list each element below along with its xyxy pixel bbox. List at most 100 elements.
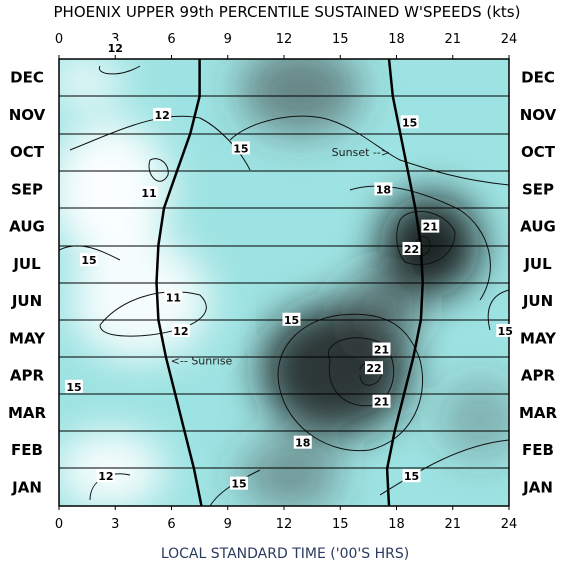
month-label-left-nov: NOV — [9, 106, 46, 124]
month-label-right-may: MAY — [520, 329, 557, 347]
contour-label-value: 21 — [374, 344, 389, 357]
x-tick-bottom-2: 6 — [167, 517, 175, 532]
month-label-right-sep: SEP — [522, 180, 554, 198]
contour-label-bg — [65, 379, 83, 393]
contour-label-bg — [374, 182, 393, 196]
contour-label-10: 15 — [282, 312, 301, 327]
x-tick-top-4: 12 — [276, 32, 293, 47]
month-label-left-jan: JAN — [11, 478, 42, 496]
contour-label-bg — [372, 342, 391, 356]
contour-label-bg — [372, 394, 391, 408]
contour-label-value: 11 — [166, 291, 181, 304]
contour-label-bg — [230, 476, 248, 490]
x-tick-top-6: 18 — [388, 32, 405, 47]
contour-label-bg — [402, 241, 421, 255]
contour-label-0: 12 — [106, 40, 125, 55]
month-label-left-aug: AUG — [9, 218, 45, 236]
contour-label-bg — [96, 469, 115, 483]
contour-label-20: 15 — [402, 469, 421, 483]
contour-label-value: 15 — [66, 381, 81, 394]
x-tick-top-7: 21 — [444, 32, 461, 47]
contour-label-15: 15 — [65, 379, 83, 394]
x-tick-bottom-0: 0 — [55, 517, 63, 532]
contour-label-value: 18 — [376, 183, 391, 196]
contour-label-14: 22 — [365, 361, 383, 375]
contour-label-bg — [153, 107, 172, 121]
contour-label-bg — [496, 323, 515, 337]
annotation-0: Sunset --> — [332, 146, 390, 159]
contour-label-bg — [421, 219, 440, 233]
sunrise-line — [155, 59, 203, 506]
x-tick-top-3: 9 — [224, 32, 232, 47]
contour-label-2: 15 — [231, 141, 250, 155]
contour-label-value: 15 — [284, 314, 299, 327]
x-tick-bottom-7: 21 — [444, 517, 461, 532]
contour-label-value: 12 — [154, 109, 169, 122]
contour-label-19: 15 — [230, 476, 248, 491]
contour-label-value: 15 — [81, 254, 96, 267]
x-ticks-bottom: 0 3 6 9 12 15 18 21 24 — [55, 506, 517, 532]
month-label-left-jul: JUL — [12, 255, 41, 273]
x-tick-bottom-3: 9 — [224, 517, 232, 532]
annotations: Sunset --> <-- Sunrise — [171, 146, 390, 368]
plot-area — [59, 59, 509, 506]
contour-label-value: 22 — [366, 362, 381, 375]
month-label-left-jun: JUN — [11, 292, 42, 310]
contour-label-16: 21 — [372, 394, 391, 409]
month-label-right-dec: DEC — [521, 69, 555, 87]
month-label-right-oct: OCT — [521, 143, 556, 161]
month-label-left-oct: OCT — [10, 143, 45, 161]
contour-label-value: 15 — [402, 116, 417, 129]
contour-label-bg — [140, 186, 158, 200]
contour-label-11: 12 — [171, 323, 190, 338]
month-label-right-aug: AUG — [520, 218, 556, 236]
month-label-right-jan: JAN — [522, 478, 553, 496]
month-label-left-feb: FEB — [11, 441, 43, 459]
contour-label-value: 12 — [108, 42, 123, 55]
contour-label-bg — [106, 40, 125, 54]
contour-label-12: 15 — [496, 323, 515, 338]
sunset-line — [385, 59, 424, 506]
month-labels-right: DEC NOV OCT SEP AUG JUL JUN MAY APR MAR FEB JAN — [519, 69, 558, 497]
month-label-left-apr: APR — [10, 367, 45, 385]
month-label-right-jul: JUL — [523, 255, 552, 273]
contour-label-value: 22 — [404, 243, 419, 256]
contour-label-1: 12 — [153, 107, 172, 122]
month-label-right-jun: JUN — [522, 292, 553, 310]
chart-title: PHOENIX UPPER 99th PERCENTILE SUSTAINED … — [54, 3, 521, 21]
contour-labels: 12 12 15 15 11 18 21 22 15 11 15 12 15 21 22 15 21 18 12 15… — [65, 40, 515, 491]
month-label-left-mar: MAR — [8, 404, 47, 422]
x-ticks-top: 0 3 6 9 12 15 18 21 24 — [55, 32, 517, 59]
contour-label-value: 11 — [141, 187, 156, 200]
x-tick-bottom-6: 18 — [388, 517, 405, 532]
month-label-right-nov: NOV — [520, 106, 557, 124]
month-label-right-feb: FEB — [522, 441, 554, 459]
x-tick-top-0: 0 — [55, 32, 63, 47]
x-tick-bottom-1: 3 — [111, 517, 119, 532]
contour-label-bg — [282, 312, 301, 326]
contour-label-7: 22 — [402, 241, 421, 256]
contour-label-bg — [164, 290, 183, 304]
x-axis-label: LOCAL STANDARD TIME ('00'S HRS) — [161, 546, 409, 562]
month-label-right-apr: APR — [521, 367, 556, 385]
contour-label-value: 15 — [233, 142, 248, 155]
annotation-1: <-- Sunrise — [171, 355, 233, 368]
contour-label-value: 15 — [404, 470, 419, 483]
contour-label-value: 18 — [295, 437, 310, 450]
contour-label-bg — [293, 435, 312, 449]
month-gridlines — [59, 95, 509, 469]
contour-label-13: 21 — [372, 342, 391, 357]
x-tick-top-1: 3 — [111, 32, 119, 47]
month-label-left-may: MAY — [9, 329, 46, 347]
month-label-right-mar: MAR — [519, 404, 558, 422]
x-tick-top-5: 15 — [332, 32, 349, 47]
contour-label-value: 21 — [423, 221, 438, 234]
contour-label-3: 15 — [400, 115, 419, 129]
contour-label-bg — [400, 115, 419, 129]
x-tick-bottom-4: 12 — [276, 517, 293, 532]
month-label-left-dec: DEC — [10, 69, 44, 87]
contour-label-bg — [80, 253, 98, 267]
contour-label-value: 12 — [173, 325, 188, 338]
contour-label-17: 18 — [293, 435, 312, 450]
contour-label-bg — [231, 141, 250, 155]
